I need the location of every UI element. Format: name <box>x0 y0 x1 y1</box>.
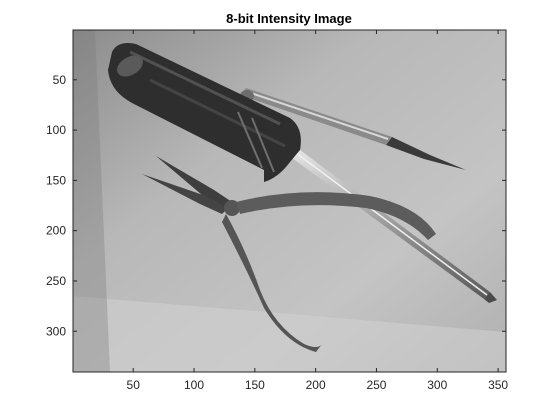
large-screwdriver-shaft <box>292 150 497 303</box>
x-tick-label: 300 <box>427 378 447 392</box>
x-tick-label: 250 <box>366 378 386 392</box>
image-content <box>73 30 506 372</box>
y-tick-label: 200 <box>46 224 66 238</box>
small-screwdriver <box>240 88 466 170</box>
x-axis-ticks: 50 100 150 200 250 300 350 <box>127 30 508 392</box>
y-tick-label: 50 <box>53 73 67 87</box>
x-tick-label: 150 <box>245 378 265 392</box>
y-tick-label: 150 <box>46 173 66 187</box>
figure-title: 8-bit Intensity Image <box>226 11 352 26</box>
axes-frame <box>72 29 507 373</box>
x-tick-label: 50 <box>127 378 141 392</box>
needle-nose-pliers <box>142 156 436 352</box>
y-tick-label: 300 <box>46 324 66 338</box>
x-tick-label: 350 <box>488 378 508 392</box>
large-screwdriver-handle <box>108 43 301 182</box>
y-tick-label: 250 <box>46 274 66 288</box>
y-axis-ticks: 50 100 150 200 250 300 <box>46 73 506 338</box>
x-tick-label: 100 <box>184 378 204 392</box>
x-tick-label: 200 <box>306 378 326 392</box>
y-tick-label: 100 <box>46 123 66 137</box>
